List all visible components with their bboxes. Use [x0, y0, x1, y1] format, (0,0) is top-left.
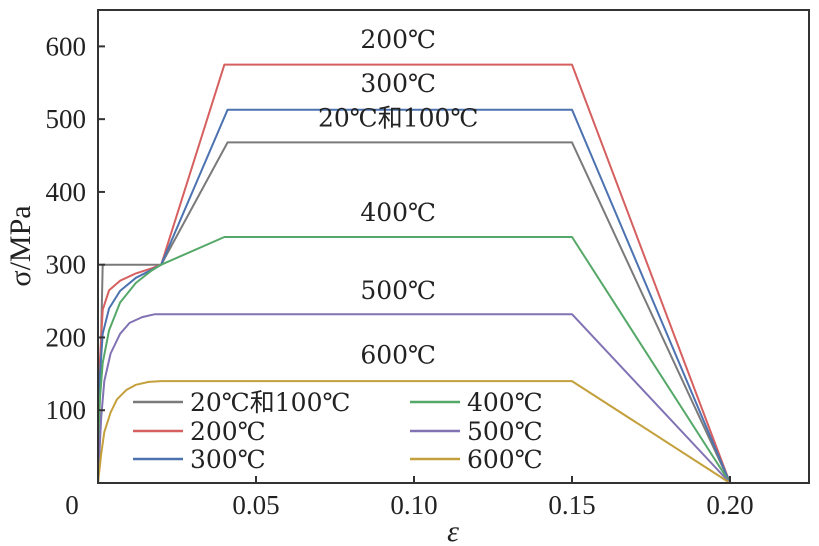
y-tick-label-3: 300 [46, 250, 87, 280]
series-annotation-3: 20℃和100℃ [318, 103, 478, 132]
series-annotation-5: 500℃ [360, 276, 436, 305]
series-annotation-2: 300℃ [360, 69, 436, 98]
legend-label-4: 400℃ [467, 388, 543, 417]
series-annotation-6: 600℃ [360, 341, 436, 370]
x-tick-label-4: 0.20 [706, 490, 753, 520]
x-tick-label-1: 0.05 [232, 490, 279, 520]
y-tick-label-4: 400 [46, 177, 87, 207]
x-axis-title: ε [447, 515, 459, 546]
ticks-layer: 0.05 0.10 0.15 0.20 100 200 300 400 500 600 [46, 31, 754, 520]
series-annotation-1: 200℃ [360, 25, 436, 54]
plot-frame [97, 9, 810, 484]
x-tick-label-2: 0.10 [390, 490, 437, 520]
series-layer [97, 63, 731, 484]
series-line-2 [97, 63, 731, 484]
series-line-4 [97, 236, 731, 484]
annotation-layer: 200℃ 300℃ 20℃和100℃ 400℃ 500℃ 600℃ [318, 25, 478, 370]
origin-label: 0 [65, 490, 79, 520]
legend-label-6: 600℃ [467, 445, 543, 474]
series-annotation-4: 400℃ [360, 198, 436, 227]
series-line-3 [97, 108, 731, 484]
series-line-1 [97, 141, 731, 484]
legend-label-5: 500℃ [467, 417, 543, 446]
legend-label-3: 300℃ [190, 445, 266, 474]
legend-label-1: 20℃和100℃ [190, 388, 350, 417]
y-tick-label-2: 200 [46, 322, 87, 352]
series-line-5 [97, 313, 731, 484]
y-tick-label-1: 100 [46, 395, 87, 425]
y-axis-title: σ/MPa [4, 205, 37, 286]
x-tick-label-3: 0.15 [548, 490, 595, 520]
series-line-6 [97, 380, 731, 484]
y-tick-label-6: 600 [46, 31, 87, 61]
y-tick-label-5: 500 [46, 104, 87, 134]
legend-label-2: 200℃ [190, 417, 266, 446]
